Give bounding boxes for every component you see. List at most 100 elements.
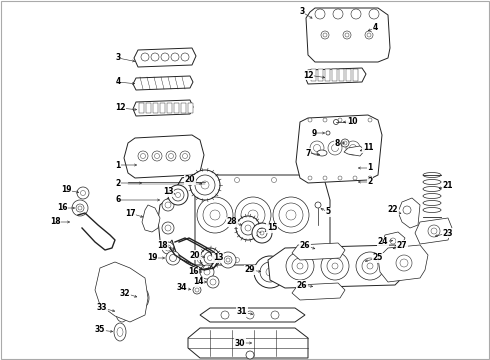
Text: 2: 2	[115, 179, 121, 188]
Polygon shape	[378, 245, 428, 282]
Circle shape	[181, 53, 189, 61]
Circle shape	[203, 203, 227, 227]
Text: 12: 12	[115, 104, 125, 112]
Text: 23: 23	[443, 229, 453, 238]
Text: 32: 32	[120, 288, 130, 297]
Circle shape	[221, 311, 229, 319]
Text: 1: 1	[368, 163, 372, 172]
Text: 20: 20	[185, 175, 195, 184]
Polygon shape	[382, 232, 405, 250]
Circle shape	[332, 144, 339, 152]
Text: 35: 35	[95, 325, 105, 334]
Circle shape	[166, 151, 176, 161]
Ellipse shape	[116, 304, 128, 322]
Circle shape	[343, 31, 351, 39]
Circle shape	[308, 118, 312, 122]
Text: 1: 1	[115, 161, 121, 170]
Text: 17: 17	[124, 208, 135, 217]
Circle shape	[168, 185, 188, 205]
Circle shape	[323, 176, 327, 180]
Polygon shape	[133, 76, 193, 90]
Circle shape	[200, 248, 220, 268]
Circle shape	[78, 206, 82, 210]
Ellipse shape	[317, 150, 327, 156]
Circle shape	[152, 151, 162, 161]
Circle shape	[235, 177, 240, 183]
Circle shape	[141, 53, 149, 61]
Bar	[139, 103, 144, 113]
Circle shape	[368, 176, 372, 180]
Circle shape	[210, 210, 220, 220]
Circle shape	[172, 189, 184, 201]
Circle shape	[400, 259, 408, 267]
Circle shape	[396, 255, 412, 271]
Circle shape	[248, 210, 258, 220]
Polygon shape	[292, 283, 345, 300]
Circle shape	[369, 9, 379, 19]
Circle shape	[271, 257, 276, 262]
Circle shape	[171, 53, 179, 61]
Circle shape	[309, 257, 314, 262]
Circle shape	[154, 153, 160, 158]
Circle shape	[309, 177, 314, 183]
Polygon shape	[306, 8, 390, 62]
Circle shape	[72, 200, 88, 216]
Text: 31: 31	[237, 307, 247, 316]
Circle shape	[190, 170, 220, 200]
Circle shape	[260, 231, 264, 235]
Circle shape	[428, 225, 440, 237]
Text: 15: 15	[267, 224, 277, 233]
Text: 2: 2	[368, 177, 372, 186]
Bar	[339, 69, 344, 81]
Circle shape	[271, 177, 276, 183]
Text: 33: 33	[97, 303, 107, 312]
Text: 16: 16	[188, 267, 198, 276]
Ellipse shape	[117, 328, 123, 337]
Circle shape	[254, 256, 286, 288]
Polygon shape	[344, 146, 365, 156]
Polygon shape	[124, 135, 204, 178]
Bar	[188, 103, 193, 113]
Circle shape	[257, 228, 267, 238]
Circle shape	[308, 176, 312, 180]
Circle shape	[338, 176, 342, 180]
Text: 13: 13	[213, 253, 223, 262]
Polygon shape	[398, 198, 420, 228]
Circle shape	[162, 222, 174, 234]
Text: 14: 14	[193, 278, 203, 287]
Text: 9: 9	[311, 129, 317, 138]
Circle shape	[204, 269, 210, 275]
Polygon shape	[188, 328, 308, 358]
Circle shape	[197, 257, 202, 262]
Circle shape	[235, 257, 240, 262]
Circle shape	[80, 190, 85, 195]
Text: 25: 25	[373, 253, 383, 262]
Text: 20: 20	[190, 251, 200, 260]
Circle shape	[315, 9, 325, 19]
Circle shape	[77, 187, 89, 199]
Circle shape	[353, 118, 357, 122]
Text: 28: 28	[227, 217, 237, 226]
Bar	[174, 103, 179, 113]
Circle shape	[266, 268, 274, 276]
Circle shape	[207, 276, 219, 288]
Circle shape	[76, 204, 84, 212]
Circle shape	[193, 286, 201, 294]
Circle shape	[365, 31, 373, 39]
Circle shape	[241, 221, 255, 235]
Circle shape	[292, 258, 308, 274]
Text: 19: 19	[61, 185, 71, 194]
Ellipse shape	[423, 201, 441, 206]
Circle shape	[246, 311, 254, 319]
Text: 12: 12	[303, 71, 313, 80]
Circle shape	[195, 175, 215, 195]
Circle shape	[321, 252, 349, 280]
Circle shape	[241, 203, 265, 227]
Circle shape	[165, 202, 171, 208]
Circle shape	[271, 311, 279, 319]
Bar	[153, 103, 158, 113]
Polygon shape	[305, 68, 366, 84]
Ellipse shape	[423, 186, 441, 192]
Circle shape	[327, 258, 343, 274]
Circle shape	[326, 131, 330, 135]
